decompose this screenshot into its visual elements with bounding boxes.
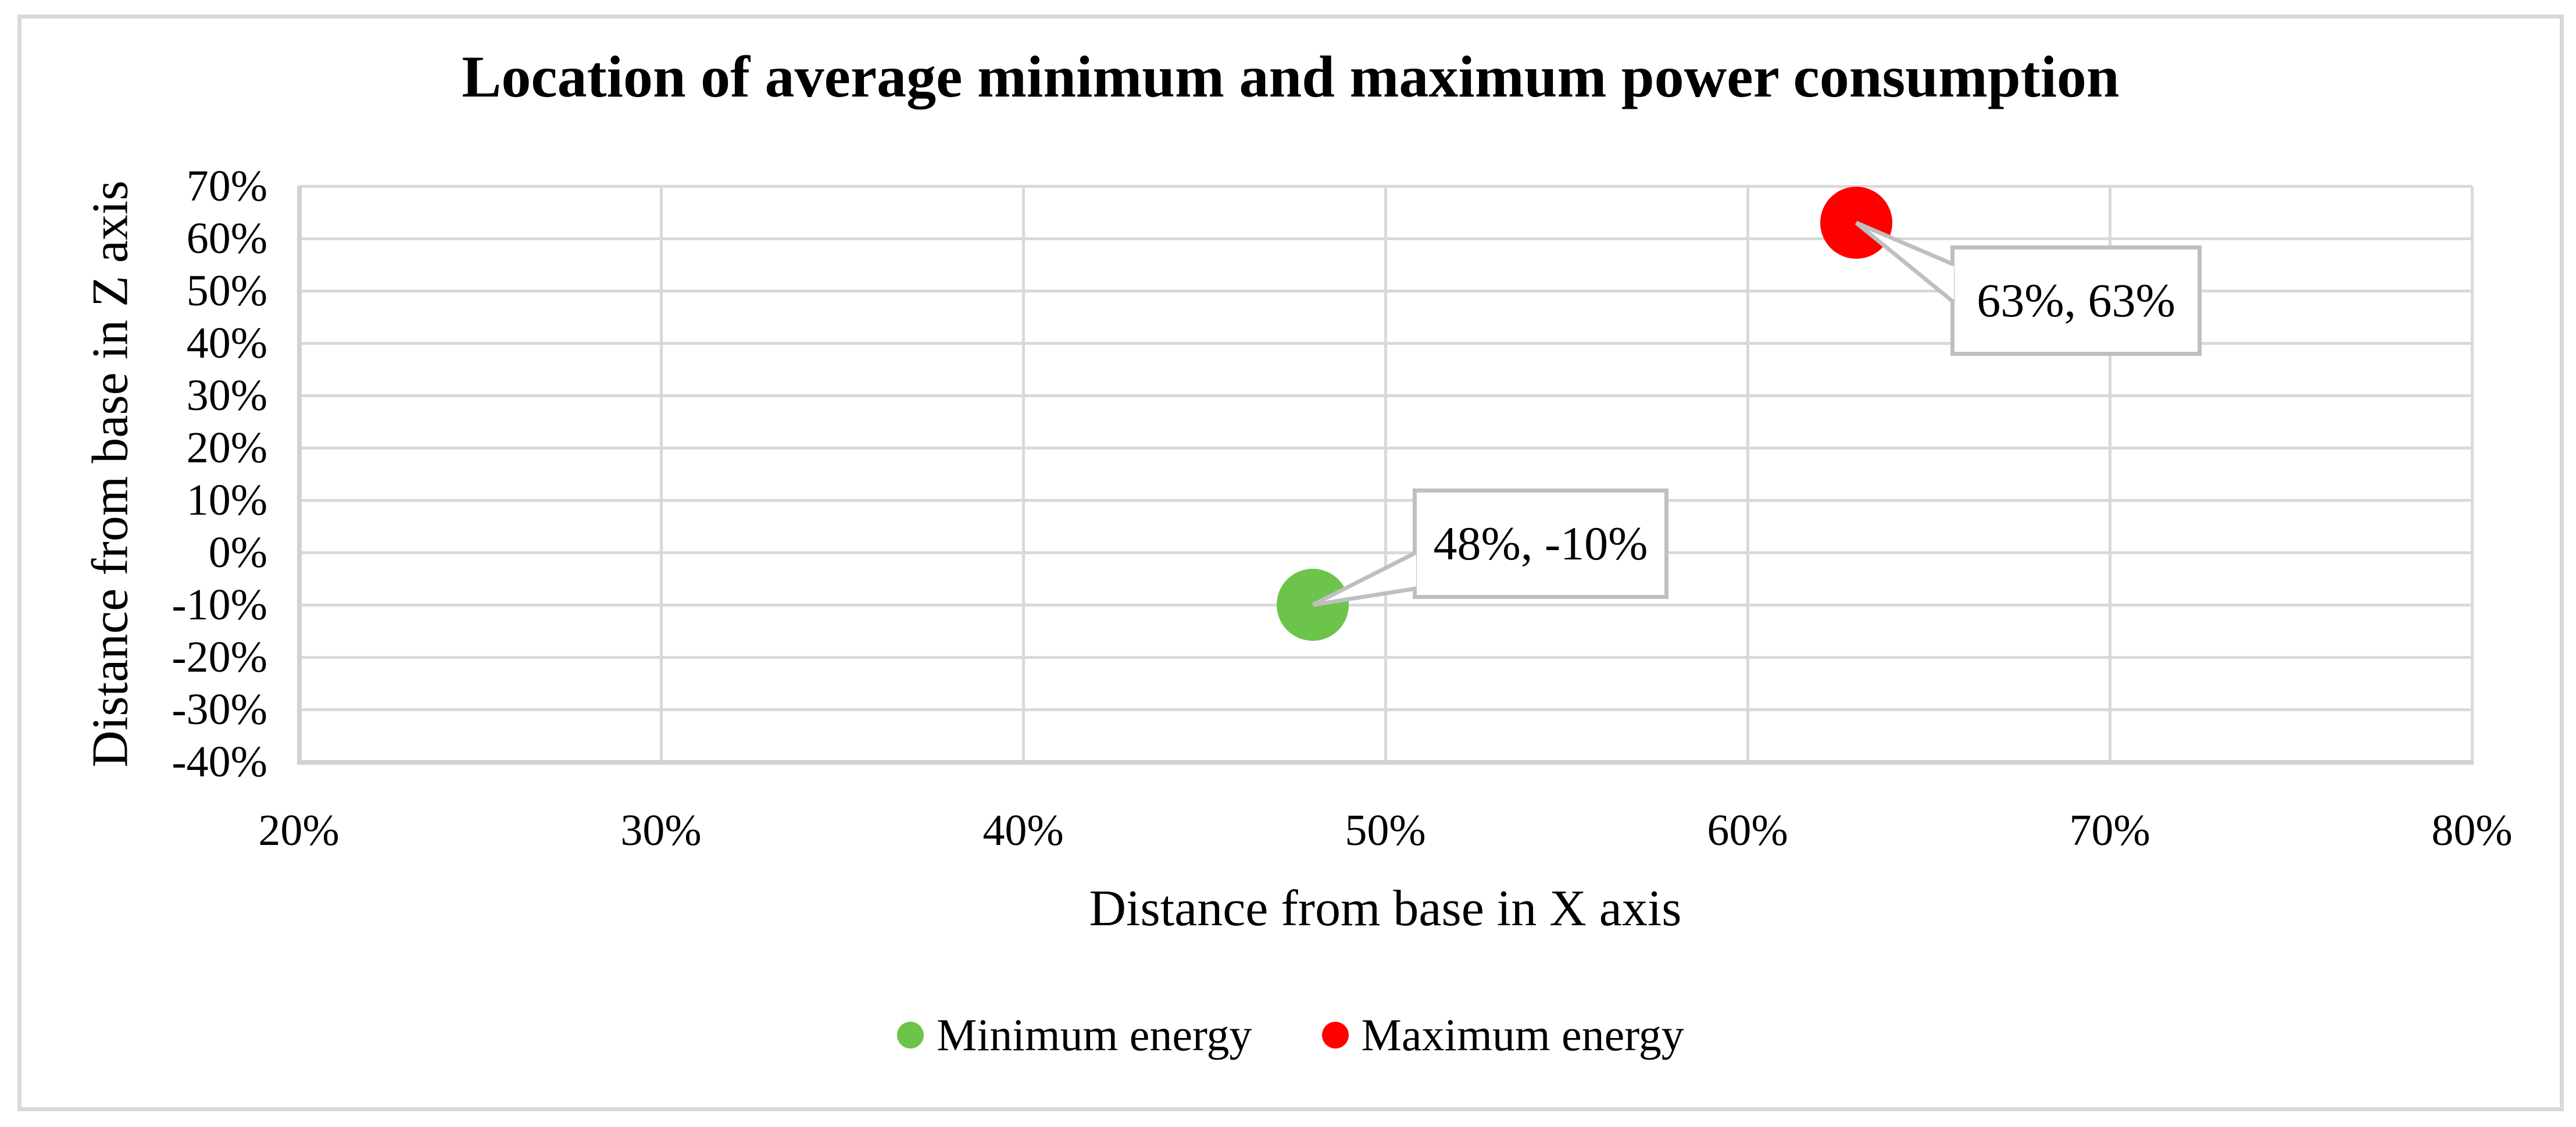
y-tick-label: -10% xyxy=(172,580,267,629)
chart-title: Location of average minimum and maximum … xyxy=(462,44,2120,110)
x-tick-label: 40% xyxy=(982,806,1064,855)
legend-item: Minimum energy xyxy=(897,1007,1252,1063)
x-tick-label: 70% xyxy=(2069,806,2150,855)
legend-marker-icon xyxy=(1321,1022,1349,1048)
x-tick-label: 20% xyxy=(258,806,340,855)
y-tick-label: 10% xyxy=(186,476,267,525)
y-tick-label: -20% xyxy=(172,633,267,682)
x-tick-label: 60% xyxy=(1707,806,1788,855)
gridline-vertical xyxy=(1746,186,1749,762)
y-tick-label: 0% xyxy=(208,528,267,577)
gridline-vertical xyxy=(2108,186,2111,762)
x-tick-label: 50% xyxy=(1345,806,1426,855)
legend-item-label: Maximum energy xyxy=(1361,1010,1684,1060)
x-axis-title: Distance from base in X axis xyxy=(1089,880,1682,937)
y-tick-label: 20% xyxy=(186,423,267,472)
y-axis-line xyxy=(297,186,302,764)
legend-item-label: Minimum energy xyxy=(937,1010,1252,1060)
legend-marker-icon xyxy=(897,1022,924,1048)
gridline-vertical xyxy=(1021,186,1025,762)
y-tick-label: 60% xyxy=(186,214,267,263)
y-tick-label: -30% xyxy=(172,685,267,734)
y-tick-label: 40% xyxy=(186,319,267,368)
legend: Minimum energy Maximum energy xyxy=(17,1007,2564,1063)
chart-frame xyxy=(17,15,2564,1111)
y-tick-label: -40% xyxy=(172,737,267,786)
x-tick-label: 80% xyxy=(2431,806,2513,855)
x-axis-line xyxy=(297,760,2474,765)
gridline-vertical xyxy=(2470,186,2474,762)
x-tick-label: 30% xyxy=(620,806,702,855)
y-tick-label: 70% xyxy=(186,162,267,211)
data-point-maximum-energy xyxy=(1820,187,1892,259)
y-tick-label: 30% xyxy=(186,371,267,420)
data-label-callout: 48%, -10% xyxy=(1413,488,1668,599)
y-tick-label: 50% xyxy=(186,266,267,315)
gridline-vertical xyxy=(659,186,663,762)
gridline-vertical xyxy=(1384,186,1387,762)
y-axis-title: Distance from base in Z axis xyxy=(82,180,139,768)
data-label-callout: 63%, 63% xyxy=(1950,245,2202,356)
legend-item: Maximum energy xyxy=(1321,1007,1684,1063)
data-point-minimum-energy xyxy=(1277,569,1349,641)
